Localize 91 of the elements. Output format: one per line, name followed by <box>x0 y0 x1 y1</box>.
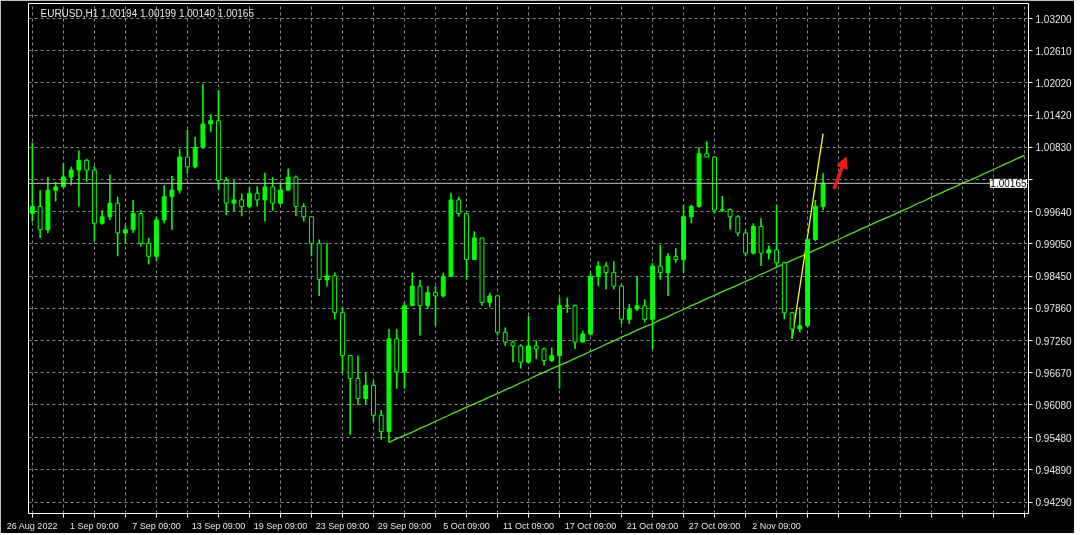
y-tick-label: 0.97260 <box>1035 335 1073 347</box>
candlestick <box>425 285 431 310</box>
candlestick <box>246 186 252 210</box>
y-tick-label: 1.01420 <box>1035 110 1073 122</box>
candlestick <box>200 83 206 150</box>
candlestick <box>657 244 663 281</box>
candlestick <box>611 260 617 291</box>
candlestick <box>29 141 35 223</box>
candlestick <box>642 298 648 324</box>
y-tick-label: 1.00830 <box>1035 142 1073 154</box>
candlestick <box>665 252 671 297</box>
x-tick-label: 7 Sep 09:00 <box>132 520 181 531</box>
x-tick-label: 21 Oct 09:00 <box>626 520 679 531</box>
candlestick <box>347 354 353 436</box>
candlestick <box>301 202 307 223</box>
candlestick <box>355 354 361 406</box>
candlestick <box>526 315 531 365</box>
x-tick-label: 27 Oct 09:00 <box>688 520 741 531</box>
candlestick <box>270 176 276 212</box>
x-tick-label: 1 Sep 09:00 <box>70 520 119 531</box>
candlestick <box>603 261 609 291</box>
candlestick <box>107 173 113 221</box>
candlestick <box>84 157 90 183</box>
candlestick <box>502 326 508 347</box>
candlestick <box>231 179 237 213</box>
y-tick-label: 0.98450 <box>1035 271 1073 283</box>
candlestick <box>53 181 59 203</box>
candlestick <box>456 195 462 218</box>
y-tick-label: 1.02610 <box>1035 45 1073 57</box>
x-tick-label: 29 Sep 09:00 <box>377 520 432 531</box>
candlestick <box>161 184 167 225</box>
candlestick <box>743 228 748 258</box>
y-tick-label: 0.97860 <box>1035 303 1073 315</box>
candlestick <box>262 171 268 223</box>
candlestick <box>169 175 175 231</box>
candlestick <box>223 176 229 216</box>
candlestick <box>68 166 74 187</box>
candlestick <box>688 203 694 225</box>
line-series <box>388 154 1026 444</box>
candlestick <box>278 182 283 206</box>
candlestick <box>673 247 679 264</box>
candlestick <box>378 409 384 441</box>
candlestick <box>239 192 245 217</box>
candlestick <box>324 242 330 287</box>
candlestick <box>820 172 826 212</box>
candlestick <box>518 343 524 370</box>
x-tick-label: 5 Oct 09:00 <box>443 520 490 531</box>
y-tick-label: 0.95480 <box>1035 432 1073 444</box>
x-tick-label: 19 Sep 09:00 <box>253 520 308 531</box>
candlestick <box>184 129 190 175</box>
candlestick <box>146 237 152 266</box>
chart-title: EURUSD,H1 1.00194 1.00199 1.00140 1.00165 <box>40 7 255 19</box>
candlestick <box>254 185 260 208</box>
candlestick <box>130 199 136 234</box>
candlestick <box>789 310 795 340</box>
candlestick <box>417 278 423 337</box>
candlestick <box>192 136 198 170</box>
candlestick <box>471 230 477 261</box>
y-tick-label: 0.99050 <box>1035 238 1073 250</box>
x-tick-label: 11 Oct 09:00 <box>503 520 554 531</box>
y-tick-label: 1.02020 <box>1035 77 1073 89</box>
x-tick-label: 23 Sep 09:00 <box>315 520 370 531</box>
candlestick <box>595 260 601 287</box>
candlestick <box>440 271 446 299</box>
x-tick-label: 2 Nov 09:00 <box>752 520 801 531</box>
candlestick <box>634 275 640 312</box>
candlestick <box>285 167 291 191</box>
candlestick <box>704 140 710 158</box>
x-tick-label: 26 Aug 2022 <box>6 520 58 531</box>
candlestick <box>37 189 43 239</box>
candlestick <box>774 203 779 267</box>
y-tick-label: 0.99640 <box>1035 206 1073 218</box>
x-tick-label: 13 Sep 09:00 <box>191 520 246 531</box>
candlestick <box>533 339 539 360</box>
y-tick-label: 0.96080 <box>1035 399 1073 411</box>
candlestick <box>626 303 632 325</box>
candlestick <box>797 306 803 334</box>
y-tick-label: 1.03200 <box>1035 13 1073 25</box>
candlestick <box>719 195 725 213</box>
y-tick-label: 0.96670 <box>1035 367 1073 379</box>
candlestick <box>735 214 741 238</box>
y-tick-label: 0.94290 <box>1035 497 1073 509</box>
candlestick <box>76 149 82 208</box>
candlestick <box>122 224 128 245</box>
candlestick <box>510 339 516 363</box>
candlestick <box>409 271 415 307</box>
x-tick-label: 17 Oct 09:00 <box>564 520 617 531</box>
candlestick <box>433 285 438 327</box>
y-tick-label: 0.94890 <box>1035 464 1073 476</box>
ref-line-label: 1.00165 <box>990 178 1027 190</box>
candlestick <box>363 371 369 406</box>
